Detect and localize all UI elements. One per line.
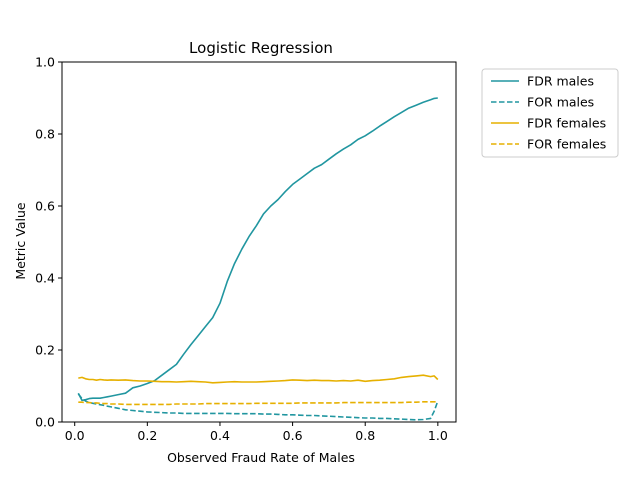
- x-tick-label: 1.0: [428, 428, 448, 443]
- x-tick-label: 0.4: [210, 428, 230, 443]
- legend: FDR males FOR males FDR females FOR females: [481, 68, 619, 158]
- x-axis-label: Observed Fraud Rate of Males: [167, 450, 355, 465]
- y-tick-label: 0.8: [35, 127, 55, 142]
- x-tick-label: 0.0: [65, 428, 85, 443]
- chart-title: Logistic Regression: [189, 39, 333, 57]
- series-line-2: [77, 393, 439, 421]
- legend-label-2: FOR males: [527, 95, 594, 110]
- legend-box: [481, 68, 619, 158]
- y-tick-label: 0.4: [35, 271, 55, 286]
- axes: 0.0 0.2 0.4 0.6 0.8 1.0 0.0 0.2 0.4 0.6 0.8 1.0: [35, 55, 457, 443]
- series-line-1: [77, 97, 438, 402]
- series-line-4: [78, 400, 438, 406]
- axes-frame: [61, 61, 457, 423]
- y-tick-label: 0.0: [35, 415, 55, 430]
- legend-label-1: FDR males: [527, 74, 594, 89]
- y-tick-label: 0.6: [35, 199, 55, 214]
- series-line-3: [78, 374, 439, 384]
- x-tick-label: 0.6: [283, 428, 303, 443]
- plot-area: [77, 97, 439, 421]
- legend-label-3: FDR females: [527, 116, 606, 131]
- x-tick-label: 0.2: [137, 428, 157, 443]
- y-axis-label: Metric Value: [13, 202, 28, 279]
- y-tick-label: 0.2: [35, 343, 55, 358]
- y-tick-label: 1.0: [35, 55, 55, 70]
- legend-label-4: FOR females: [527, 137, 606, 152]
- x-tick-label: 0.8: [355, 428, 375, 443]
